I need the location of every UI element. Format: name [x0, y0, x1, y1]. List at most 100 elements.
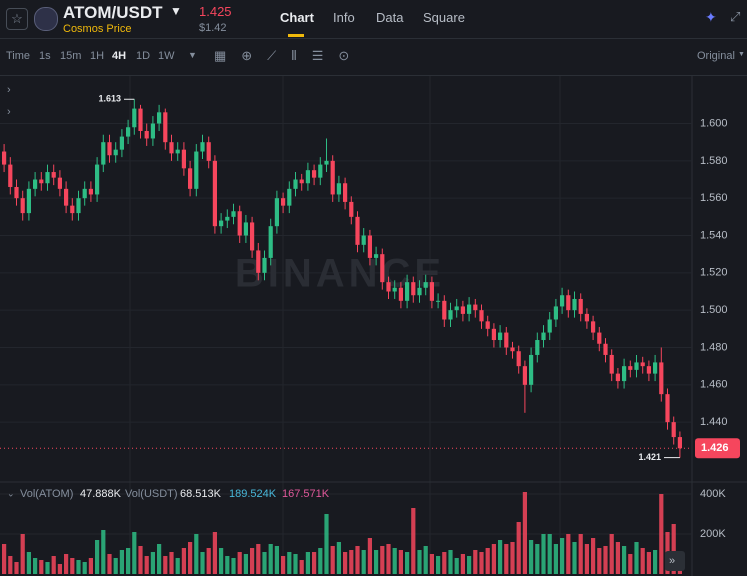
candle-body	[591, 321, 596, 333]
candle-body	[95, 164, 100, 195]
volume-bar	[231, 558, 236, 574]
interval-active[interactable]: 4H	[112, 50, 127, 62]
volume-legend: 167.571K	[282, 488, 330, 500]
volume-bar	[163, 556, 168, 574]
side-arrow: ›	[7, 106, 11, 118]
scroll-icon: »	[669, 555, 675, 567]
volume-bar	[454, 558, 459, 574]
volume-legend: 47.888K	[80, 488, 122, 500]
volume-bar	[504, 544, 509, 574]
tool-icons[interactable]: ▦⊕⟋⫴☰⊙	[214, 48, 365, 63]
volume-bar	[380, 546, 385, 574]
interval[interactable]: 1s	[39, 50, 51, 62]
candle-body	[169, 142, 174, 154]
candle-body	[467, 304, 472, 314]
volume-bar	[572, 542, 577, 574]
candle-body	[293, 179, 298, 189]
high-label: 1.613	[98, 94, 121, 104]
favorite-star[interactable]: ☆	[6, 8, 28, 30]
y-tick-label: 1.480	[700, 341, 728, 353]
tab[interactable]: Info	[333, 10, 355, 25]
volume-bar	[547, 534, 552, 574]
volume-bar	[212, 532, 217, 574]
candle-body	[113, 149, 118, 156]
volume-bar	[82, 562, 87, 574]
candle-body	[51, 172, 56, 178]
volume-bar	[237, 552, 242, 574]
mode-caret[interactable]: ▼	[738, 51, 745, 58]
volume-bar	[597, 548, 602, 574]
volume-bar	[522, 492, 527, 574]
candle-body	[188, 168, 193, 189]
expand-icon[interactable]: ⤢	[730, 9, 741, 24]
volume-bar	[628, 554, 633, 574]
candle-body	[212, 160, 217, 227]
candle-body	[324, 160, 329, 165]
y-tick-label: 1.500	[700, 304, 728, 316]
volume-bar	[119, 550, 124, 574]
volume-bar	[442, 552, 447, 574]
volume-bar	[101, 530, 106, 574]
candle-body	[262, 257, 267, 273]
candle-body	[88, 188, 93, 195]
candle-body	[355, 216, 360, 245]
tab[interactable]: Square	[423, 10, 465, 25]
pair-caret[interactable]: ▼	[170, 4, 182, 18]
volume-bar	[157, 544, 162, 574]
volume-bar	[603, 546, 608, 574]
volume-bar	[343, 552, 348, 574]
candle-body	[281, 198, 286, 206]
candle-body	[243, 222, 248, 236]
y-tick-label: 1.540	[700, 229, 728, 241]
candle-body	[225, 216, 230, 221]
subtitle[interactable]: Cosmos Price	[63, 23, 132, 35]
candle-body	[417, 287, 422, 296]
candle-body	[299, 179, 304, 184]
volume-bar	[448, 550, 453, 574]
volume-bar	[45, 562, 50, 574]
volume-bar	[615, 542, 620, 574]
candle-body	[553, 306, 558, 320]
interval[interactable]: 1W	[158, 50, 175, 62]
candle-body	[107, 142, 112, 156]
tab[interactable]: Chart	[280, 10, 314, 25]
more-caret[interactable]: ▼	[188, 50, 197, 60]
volume-bar	[200, 552, 205, 574]
candle-body	[330, 160, 335, 195]
volume-bar	[169, 552, 174, 574]
candle-body	[671, 422, 676, 438]
candle-body	[181, 149, 186, 169]
candle-body	[318, 164, 323, 178]
candle-body	[609, 354, 614, 374]
candle-body	[287, 188, 292, 206]
candle-body	[200, 142, 205, 152]
mode[interactable]: Original	[697, 50, 735, 62]
candle-body	[33, 179, 38, 189]
candle-body	[349, 201, 354, 217]
volume-bar	[584, 544, 589, 574]
candle-body	[101, 142, 106, 165]
candle-body	[305, 170, 310, 184]
toolbar: Time 1s 15m 1H 4H 1D 1W ▼ ▦⊕⟋⫴☰⊙ Origina…	[0, 39, 747, 76]
candle-body	[219, 220, 224, 227]
interval[interactable]: 15m	[60, 50, 82, 62]
legend-caret: ⌄	[7, 488, 15, 498]
volume-bar	[324, 514, 329, 574]
interval[interactable]: 1D	[136, 50, 151, 62]
volume-bar	[206, 548, 211, 574]
candle-body	[26, 188, 31, 214]
candle-body	[237, 211, 242, 236]
volume-bar	[417, 550, 422, 574]
candle-body	[448, 310, 453, 320]
volume-bar	[107, 554, 112, 574]
volume-bar	[144, 556, 149, 574]
candle-body	[485, 321, 490, 329]
pair[interactable]: ATOM/USDT	[63, 3, 163, 22]
candle-body	[57, 177, 62, 189]
interval[interactable]: Time	[6, 50, 31, 62]
y-tick-label: 1.460	[700, 379, 728, 391]
volume-bar	[51, 556, 56, 574]
ai-icon[interactable]: ✦	[705, 9, 717, 25]
tab[interactable]: Data	[376, 10, 404, 25]
interval[interactable]: 1H	[90, 50, 105, 62]
